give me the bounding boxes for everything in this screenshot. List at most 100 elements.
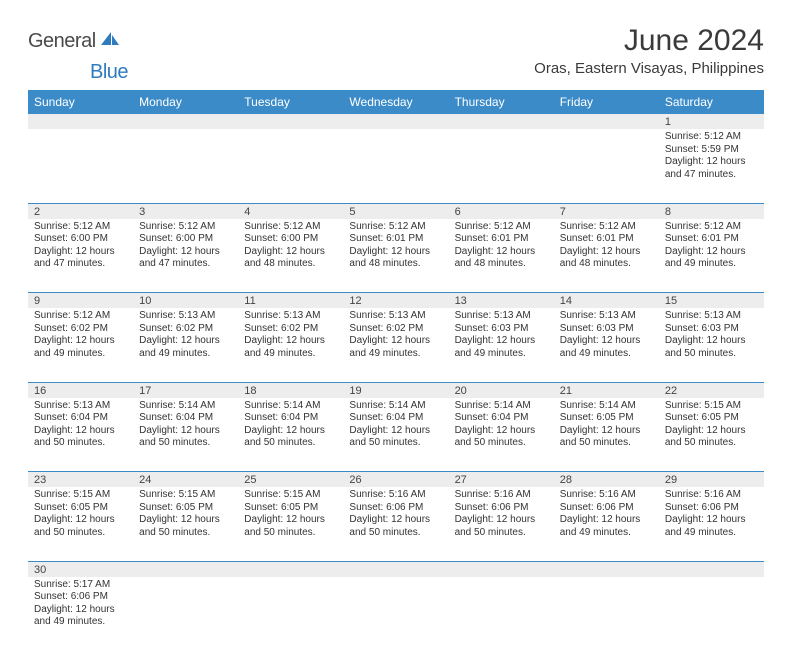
day-cell	[28, 129, 133, 203]
day-cell	[659, 577, 764, 651]
weekday-header: Wednesday	[343, 90, 448, 114]
daylight-line: Daylight: 12 hours and 47 minutes.	[665, 156, 758, 181]
day-cell	[449, 129, 554, 203]
day-cell-body: Sunrise: 5:16 AMSunset: 6:06 PMDaylight:…	[554, 487, 659, 543]
sunrise-line: Sunrise: 5:13 AM	[455, 310, 548, 323]
day-cell-body: Sunrise: 5:16 AMSunset: 6:06 PMDaylight:…	[343, 487, 448, 543]
weekday-header: Thursday	[449, 90, 554, 114]
sunrise-line: Sunrise: 5:15 AM	[34, 489, 127, 502]
sunrise-line: Sunrise: 5:14 AM	[560, 400, 653, 413]
day-number-cell: 4	[238, 203, 343, 219]
sunset-line: Sunset: 6:02 PM	[244, 323, 337, 336]
daylight-line: Daylight: 12 hours and 48 minutes.	[349, 246, 442, 271]
day-number-row: 1	[28, 114, 764, 129]
day-cell	[554, 577, 659, 651]
daylight-line: Daylight: 12 hours and 48 minutes.	[560, 246, 653, 271]
daylight-line: Daylight: 12 hours and 49 minutes.	[560, 514, 653, 539]
daylight-line: Daylight: 12 hours and 49 minutes.	[665, 246, 758, 271]
day-content-row: Sunrise: 5:12 AMSunset: 6:02 PMDaylight:…	[28, 308, 764, 382]
day-number-cell: 27	[449, 472, 554, 488]
day-content-row: Sunrise: 5:13 AMSunset: 6:04 PMDaylight:…	[28, 398, 764, 472]
sunset-line: Sunset: 6:06 PM	[349, 502, 442, 515]
day-cell: Sunrise: 5:15 AMSunset: 6:05 PMDaylight:…	[238, 487, 343, 561]
daylight-line: Daylight: 12 hours and 50 minutes.	[34, 425, 127, 450]
sunrise-line: Sunrise: 5:17 AM	[34, 579, 127, 592]
day-cell: Sunrise: 5:13 AMSunset: 6:02 PMDaylight:…	[238, 308, 343, 382]
day-cell-body: Sunrise: 5:14 AMSunset: 6:05 PMDaylight:…	[554, 398, 659, 454]
day-number-cell: 15	[659, 293, 764, 309]
day-cell: Sunrise: 5:16 AMSunset: 6:06 PMDaylight:…	[449, 487, 554, 561]
sunrise-line: Sunrise: 5:16 AM	[560, 489, 653, 502]
daylight-line: Daylight: 12 hours and 49 minutes.	[560, 335, 653, 360]
day-number-cell: 9	[28, 293, 133, 309]
sunrise-line: Sunrise: 5:13 AM	[349, 310, 442, 323]
daylight-line: Daylight: 12 hours and 49 minutes.	[665, 514, 758, 539]
month-title: June 2024	[534, 24, 764, 58]
sunrise-line: Sunrise: 5:13 AM	[244, 310, 337, 323]
day-cell: Sunrise: 5:13 AMSunset: 6:03 PMDaylight:…	[449, 308, 554, 382]
day-number-cell: 2	[28, 203, 133, 219]
day-cell-body: Sunrise: 5:12 AMSunset: 6:00 PMDaylight:…	[238, 219, 343, 275]
calendar-header-row: SundayMondayTuesdayWednesdayThursdayFrid…	[28, 90, 764, 114]
day-number-cell	[238, 114, 343, 129]
day-content-row: Sunrise: 5:12 AMSunset: 6:00 PMDaylight:…	[28, 219, 764, 293]
day-number-cell: 5	[343, 203, 448, 219]
day-cell: Sunrise: 5:12 AMSunset: 6:01 PMDaylight:…	[659, 219, 764, 293]
daylight-line: Daylight: 12 hours and 50 minutes.	[139, 425, 232, 450]
day-number-cell	[659, 561, 764, 577]
day-cell: Sunrise: 5:12 AMSunset: 5:59 PMDaylight:…	[659, 129, 764, 203]
title-block: June 2024 Oras, Eastern Visayas, Philipp…	[534, 24, 764, 77]
day-cell-body: Sunrise: 5:12 AMSunset: 6:01 PMDaylight:…	[554, 219, 659, 275]
day-number-cell	[554, 114, 659, 129]
day-number-cell: 13	[449, 293, 554, 309]
sunrise-line: Sunrise: 5:12 AM	[665, 131, 758, 144]
sunset-line: Sunset: 6:02 PM	[139, 323, 232, 336]
day-cell-body: Sunrise: 5:15 AMSunset: 6:05 PMDaylight:…	[659, 398, 764, 454]
day-cell-body: Sunrise: 5:13 AMSunset: 6:04 PMDaylight:…	[28, 398, 133, 454]
sunrise-line: Sunrise: 5:16 AM	[665, 489, 758, 502]
day-number-cell: 14	[554, 293, 659, 309]
sunset-line: Sunset: 6:01 PM	[560, 233, 653, 246]
day-number-cell: 11	[238, 293, 343, 309]
day-number-cell: 7	[554, 203, 659, 219]
sunrise-line: Sunrise: 5:13 AM	[665, 310, 758, 323]
day-number-cell: 6	[449, 203, 554, 219]
sunset-line: Sunset: 6:04 PM	[244, 412, 337, 425]
sunset-line: Sunset: 6:05 PM	[665, 412, 758, 425]
sunset-line: Sunset: 6:06 PM	[560, 502, 653, 515]
day-number-cell: 29	[659, 472, 764, 488]
weekday-header: Friday	[554, 90, 659, 114]
day-cell-body: Sunrise: 5:15 AMSunset: 6:05 PMDaylight:…	[28, 487, 133, 543]
day-number-cell	[554, 561, 659, 577]
day-number-cell: 8	[659, 203, 764, 219]
sunrise-line: Sunrise: 5:12 AM	[244, 221, 337, 234]
daylight-line: Daylight: 12 hours and 50 minutes.	[244, 514, 337, 539]
day-cell: Sunrise: 5:15 AMSunset: 6:05 PMDaylight:…	[659, 398, 764, 472]
day-content-row: Sunrise: 5:17 AMSunset: 6:06 PMDaylight:…	[28, 577, 764, 651]
day-cell: Sunrise: 5:16 AMSunset: 6:06 PMDaylight:…	[343, 487, 448, 561]
weekday-header: Saturday	[659, 90, 764, 114]
day-cell: Sunrise: 5:13 AMSunset: 6:04 PMDaylight:…	[28, 398, 133, 472]
sunrise-line: Sunrise: 5:12 AM	[349, 221, 442, 234]
day-number-cell: 21	[554, 382, 659, 398]
day-cell: Sunrise: 5:14 AMSunset: 6:04 PMDaylight:…	[238, 398, 343, 472]
day-number-cell: 3	[133, 203, 238, 219]
day-cell	[238, 129, 343, 203]
daylight-line: Daylight: 12 hours and 50 minutes.	[560, 425, 653, 450]
day-cell	[238, 577, 343, 651]
day-cell: Sunrise: 5:15 AMSunset: 6:05 PMDaylight:…	[28, 487, 133, 561]
day-cell: Sunrise: 5:13 AMSunset: 6:02 PMDaylight:…	[343, 308, 448, 382]
sunset-line: Sunset: 6:03 PM	[665, 323, 758, 336]
day-cell: Sunrise: 5:14 AMSunset: 6:05 PMDaylight:…	[554, 398, 659, 472]
day-number-cell: 22	[659, 382, 764, 398]
sunset-line: Sunset: 6:03 PM	[455, 323, 548, 336]
day-number-row: 2345678	[28, 203, 764, 219]
daylight-line: Daylight: 12 hours and 48 minutes.	[455, 246, 548, 271]
day-number-cell: 30	[28, 561, 133, 577]
day-number-cell	[133, 561, 238, 577]
day-cell: Sunrise: 5:12 AMSunset: 6:02 PMDaylight:…	[28, 308, 133, 382]
brand-text-general: General	[28, 30, 96, 53]
calendar-page: General June 2024 Oras, Eastern Visayas,…	[0, 0, 792, 661]
sunrise-line: Sunrise: 5:12 AM	[665, 221, 758, 234]
sunset-line: Sunset: 6:04 PM	[349, 412, 442, 425]
